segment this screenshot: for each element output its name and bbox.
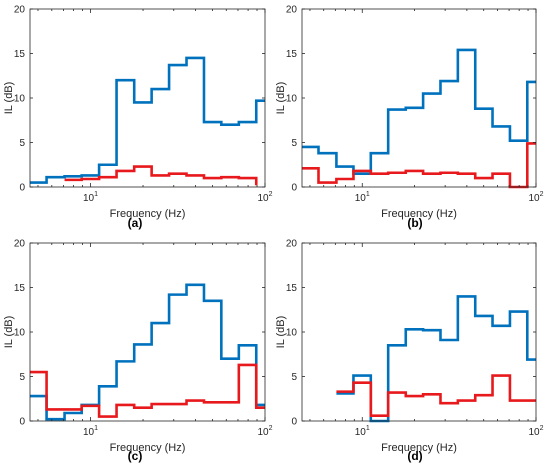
y-tick-label: 5: [291, 138, 297, 149]
y-tick-label: 20: [286, 239, 298, 250]
y-tick-label: 0: [19, 417, 25, 428]
y-tick-label: 5: [19, 372, 25, 383]
y-tick-label: 10: [286, 94, 298, 105]
x-tick-exponent: 2: [269, 425, 273, 432]
x-tick-label: 102: [528, 191, 543, 204]
plot-area: [302, 9, 536, 187]
panel-caption: (b): [407, 216, 422, 230]
y-axis-label: IL (dB): [275, 82, 287, 115]
y-tick-label: 0: [291, 183, 297, 194]
x-tick-base: 10: [528, 427, 540, 438]
y-axis-label: IL (dB): [275, 316, 287, 349]
series-line-red: [336, 374, 536, 417]
y-tick-label: 20: [14, 5, 26, 16]
y-tick-label: 0: [19, 183, 25, 194]
panel-caption: (c): [128, 449, 143, 463]
x-tick-label: 102: [257, 191, 272, 204]
x-tick-label: 102: [257, 425, 272, 438]
series-line-red: [30, 363, 265, 418]
x-tick-base: 10: [355, 427, 367, 438]
x-axis-label: Frequency (Hz): [110, 208, 186, 220]
y-tick-label: 0: [291, 417, 297, 428]
y-tick-label: 20: [14, 239, 26, 250]
y-tick-label: 15: [286, 49, 298, 60]
series-line-red: [302, 142, 536, 189]
x-tick-base: 10: [83, 427, 95, 438]
x-tick-exponent: 2: [540, 425, 544, 432]
panel-caption: (d): [407, 449, 422, 463]
y-tick-label: 15: [286, 283, 298, 294]
y-axis-label: IL (dB): [3, 82, 15, 115]
series-line-blue: [30, 283, 265, 421]
y-tick-label: 10: [14, 94, 26, 105]
x-axis-label: Frequency (Hz): [110, 442, 186, 454]
x-tick-label: 101: [355, 191, 370, 204]
y-tick-label: 5: [291, 372, 297, 383]
x-tick-base: 10: [355, 193, 367, 204]
y-tick-label: 10: [14, 328, 26, 339]
panel-caption: (a): [128, 216, 143, 230]
x-tick-exponent: 1: [94, 425, 98, 432]
x-tick-exponent: 1: [366, 191, 370, 198]
plot-area: [30, 243, 265, 421]
x-tick-base: 10: [528, 193, 540, 204]
y-tick-label: 5: [19, 138, 25, 149]
x-tick-label: 101: [83, 191, 98, 204]
x-axis-label: Frequency (Hz): [381, 442, 457, 454]
y-tick-label: 10: [286, 328, 298, 339]
x-tick-label: 101: [83, 425, 98, 438]
x-tick-label: 101: [355, 425, 370, 438]
y-axis-label: IL (dB): [3, 316, 15, 349]
x-tick-exponent: 2: [540, 191, 544, 198]
x-tick-base: 10: [257, 427, 269, 438]
x-tick-base: 10: [257, 193, 269, 204]
plot-area: [30, 9, 265, 187]
x-tick-exponent: 1: [94, 191, 98, 198]
x-tick-base: 10: [83, 193, 95, 204]
x-axis-label: Frequency (Hz): [381, 208, 457, 220]
series-line-blue: [302, 48, 536, 175]
series-line-red: [64, 165, 258, 186]
x-tick-exponent: 2: [269, 191, 273, 198]
y-tick-label: 15: [14, 49, 26, 60]
x-tick-label: 102: [528, 425, 543, 438]
y-tick-label: 20: [286, 5, 298, 16]
series-line-blue: [30, 56, 265, 184]
x-tick-exponent: 1: [366, 425, 370, 432]
y-tick-label: 15: [14, 283, 26, 294]
